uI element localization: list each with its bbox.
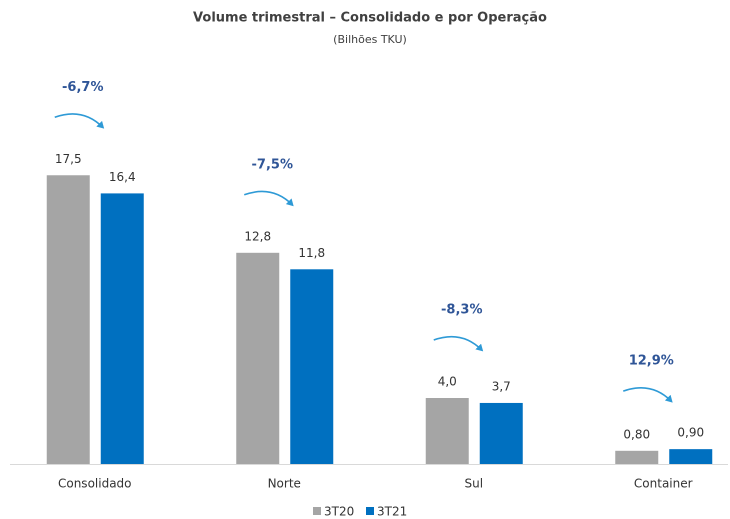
change-arrow [243, 190, 294, 207]
value-label: 11,8 [298, 246, 325, 260]
change-annotation: -8,3% [441, 303, 482, 318]
x-tick-label: Consolidado [58, 477, 132, 491]
change-annotation: 12,9% [629, 354, 674, 369]
bar [100, 193, 144, 464]
bar [46, 175, 90, 464]
value-label: 17,5 [55, 152, 82, 166]
change-arrow [54, 113, 105, 129]
value-label: 4,0 [438, 375, 457, 389]
value-label: 0,80 [623, 427, 650, 441]
change-arrow [433, 335, 484, 352]
x-tick-label: Container [634, 477, 693, 491]
value-label: 0,90 [677, 426, 704, 440]
bar [290, 269, 334, 464]
change-annotation: -6,7% [62, 80, 103, 95]
value-label: 12,8 [244, 229, 271, 243]
bar [236, 252, 280, 464]
legend-label: 3T20 [324, 505, 354, 519]
x-tick-label: Sul [464, 477, 483, 491]
value-label: 16,4 [109, 170, 136, 184]
change-annotation: -7,5% [252, 157, 293, 172]
bar [479, 402, 523, 464]
bar [615, 450, 659, 464]
x-tick-label: Norte [268, 477, 301, 491]
legend-label: 3T21 [377, 505, 407, 519]
legend-swatch [313, 507, 321, 515]
bar [669, 449, 713, 464]
change-arrow [622, 387, 673, 403]
value-label: 3,7 [492, 379, 511, 393]
bar [425, 398, 469, 464]
chart-title: Volume trimestral – Consolidado e por Op… [193, 11, 547, 26]
legend-swatch [366, 507, 374, 515]
chart-subtitle: (Bilhões TKU) [333, 33, 407, 46]
